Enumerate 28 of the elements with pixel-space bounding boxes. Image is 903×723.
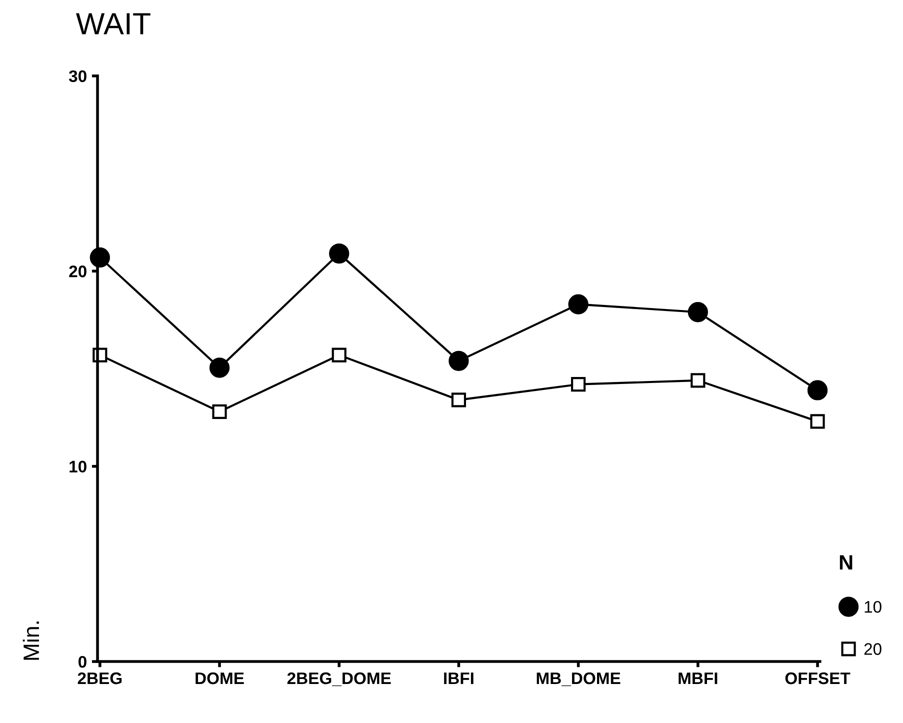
point [332, 348, 346, 362]
point [448, 350, 469, 371]
point [571, 377, 586, 392]
y-tick-label: 20 [69, 266, 86, 278]
point [690, 373, 706, 388]
point [451, 392, 466, 408]
x-tick-label: IBFI [444, 672, 474, 684]
x-tick-label: OFFSET [785, 672, 850, 684]
legend-label: 10 [864, 600, 882, 613]
chart-title: WAIT [76, 13, 150, 34]
point [212, 404, 227, 419]
x-tick-label: MB_DOME [536, 672, 620, 686]
x-tick-label: MBFI [678, 672, 718, 684]
point [688, 302, 708, 322]
legend-title: N [840, 555, 852, 570]
y-tick-label: 10 [70, 460, 86, 473]
point [329, 243, 350, 264]
point [568, 294, 588, 314]
point [807, 380, 828, 400]
x-tick-label: 2BEG_DOME [287, 672, 391, 686]
point [810, 414, 825, 429]
y-tick-label: 0 [78, 656, 86, 668]
point [209, 358, 230, 378]
y-axis-title: Min. [22, 622, 39, 660]
x-tick-label: DOME [196, 672, 244, 684]
y-tick-label: 30 [68, 70, 86, 82]
legend-label: 20 [864, 643, 882, 655]
x-tick-label: 2BEG [78, 672, 122, 684]
